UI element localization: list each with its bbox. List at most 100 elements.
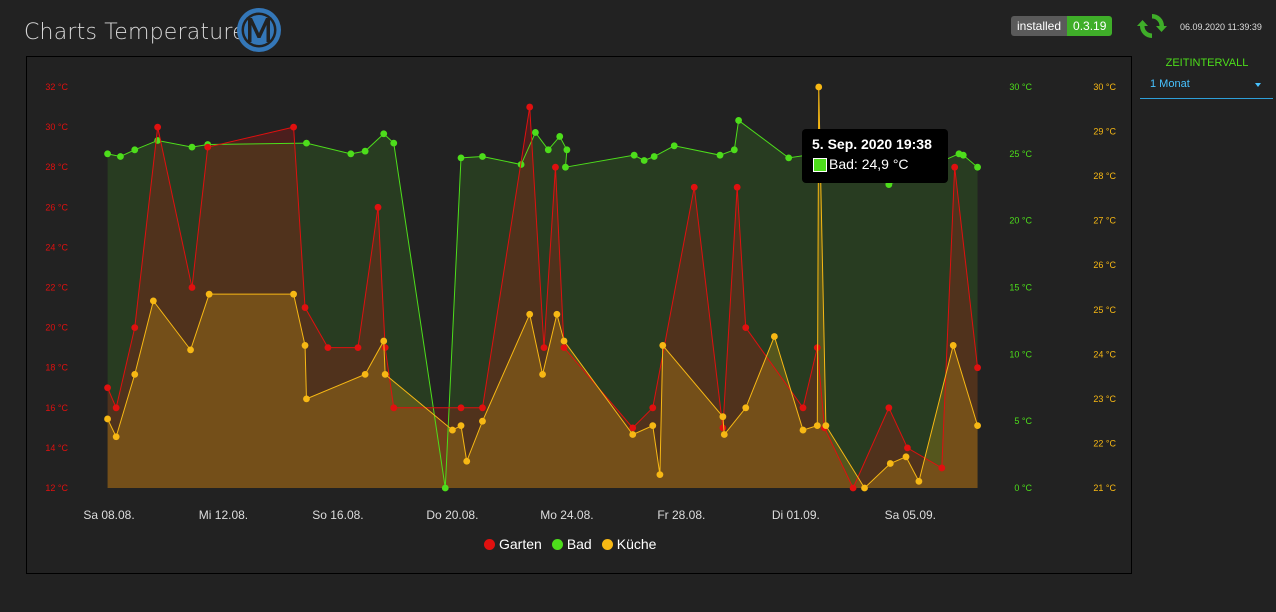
data-point-garten xyxy=(381,344,389,352)
tooltip-title: 5. Sep. 2020 19:38 xyxy=(812,136,932,152)
y-tick-label-kueche: 23 °C xyxy=(1093,394,1116,404)
data-point-garten xyxy=(479,404,486,412)
data-point-garten xyxy=(690,183,698,191)
y-tick-label-kueche: 28 °C xyxy=(1093,171,1116,181)
data-point-küche xyxy=(861,484,868,492)
y-tick-label-garten: 12 °C xyxy=(45,483,68,493)
data-point-garten xyxy=(390,404,398,412)
y-tick-label-garten: 16 °C xyxy=(45,403,68,413)
data-point-küche xyxy=(656,471,664,479)
chart-tooltip: 5. Sep. 2020 19:38 Bad: 24,9 °C xyxy=(802,129,948,183)
y-tick-label-garten: 20 °C xyxy=(45,323,68,333)
data-point-bad xyxy=(556,133,564,140)
legend-item-kueche[interactable]: Küche xyxy=(601,536,657,552)
x-tick-label: Di 01.09. xyxy=(772,508,820,522)
y-tick-label-garten: 14 °C xyxy=(45,443,68,453)
data-point-küche xyxy=(526,310,534,318)
data-point-küche xyxy=(303,395,310,403)
data-point-garten xyxy=(552,163,559,171)
y-tick-label-bad: 5 °C xyxy=(1014,416,1032,426)
y-tick-label-garten: 24 °C xyxy=(45,242,68,252)
data-point-küche xyxy=(886,460,894,467)
logo-icon xyxy=(237,8,281,52)
y-tick-label-kueche: 30 °C xyxy=(1093,82,1116,92)
y-tick-label-bad: 30 °C xyxy=(1009,82,1032,92)
data-point-bad xyxy=(441,484,449,492)
data-point-küche xyxy=(112,433,120,441)
legend-item-garten[interactable]: Garten xyxy=(484,536,542,552)
data-point-küche xyxy=(720,431,728,438)
data-point-bad xyxy=(104,150,111,158)
data-point-garten xyxy=(540,344,548,352)
data-point-bad xyxy=(544,146,552,154)
x-tick-label: Sa 08.08. xyxy=(83,508,134,522)
legend-bad-label: Bad xyxy=(566,536,592,552)
legend-kueche-label: Küche xyxy=(616,536,657,552)
data-point-garten xyxy=(629,424,637,432)
data-point-garten xyxy=(849,484,857,492)
data-point-küche xyxy=(649,422,657,430)
x-tick-label: Fr 28.08. xyxy=(657,508,705,522)
y-tick-label-garten: 30 °C xyxy=(45,122,68,132)
data-point-küche xyxy=(187,346,194,354)
y-tick-label-garten: 28 °C xyxy=(45,162,68,172)
data-point-bad xyxy=(630,151,638,159)
data-point-bad xyxy=(380,130,388,138)
data-point-bad xyxy=(479,153,486,160)
data-point-küche xyxy=(629,431,637,438)
data-point-bad xyxy=(390,139,398,147)
badge-value: 0.3.19 xyxy=(1067,16,1113,36)
data-point-küche xyxy=(815,83,823,91)
data-point-garten xyxy=(290,123,297,131)
y-tick-label-kueche: 29 °C xyxy=(1093,127,1116,137)
timestamp: 06.09.2020 11:39:39 xyxy=(1180,22,1262,32)
data-point-bad xyxy=(303,139,310,147)
data-point-bad xyxy=(188,143,196,151)
data-point-küche xyxy=(553,310,561,318)
data-point-garten xyxy=(188,284,196,291)
data-point-küche xyxy=(902,453,910,461)
refresh-icon[interactable] xyxy=(1136,10,1168,42)
zeitintervall-value: 1 Monat xyxy=(1150,78,1190,90)
data-point-garten xyxy=(649,404,657,412)
data-point-küche xyxy=(719,413,727,421)
data-point-garten xyxy=(799,404,807,412)
y-tick-label-kueche: 26 °C xyxy=(1093,260,1116,270)
data-point-garten xyxy=(733,183,741,191)
data-point-küche xyxy=(799,426,807,434)
data-point-garten xyxy=(204,143,212,151)
y-tick-label-kueche: 21 °C xyxy=(1093,483,1116,493)
legend-bad-dot xyxy=(551,538,563,550)
legend-item-bad[interactable]: Bad xyxy=(551,536,592,552)
chart-container: 12 °C 14 °C 16 °C 18 °C 20 °C 22 °C 24 °C 26 °C… xyxy=(26,56,1132,574)
data-point-garten xyxy=(154,123,162,131)
y-tick-label-garten: 22 °C xyxy=(45,283,68,293)
data-point-garten xyxy=(457,404,465,412)
area-bad xyxy=(107,120,978,489)
data-point-bad xyxy=(959,151,967,159)
data-point-küche xyxy=(463,457,471,465)
data-point-küche xyxy=(290,290,297,298)
zeitintervall-select[interactable]: 1 Monat xyxy=(1140,74,1273,99)
data-point-garten xyxy=(719,424,727,432)
area-garten xyxy=(107,107,978,489)
data-point-bad xyxy=(117,153,124,160)
data-point-bad xyxy=(347,150,355,158)
zeitintervall-label: ZEITINTERVALL xyxy=(1165,57,1249,69)
y-tick-label-bad: 20 °C xyxy=(1009,216,1032,226)
y-tick-label-kueche: 24 °C xyxy=(1093,349,1116,359)
data-point-küche xyxy=(915,477,923,485)
data-point-küche xyxy=(539,370,546,378)
data-point-küche xyxy=(301,342,309,349)
data-point-bad xyxy=(716,151,724,159)
y-tick-label-bad: 0 °C xyxy=(1014,483,1032,493)
data-point-bad xyxy=(457,154,465,162)
data-point-küche xyxy=(974,422,981,430)
data-point-garten xyxy=(904,444,911,452)
data-point-bad xyxy=(532,129,539,136)
data-point-küche xyxy=(949,342,957,349)
y-tick-label-bad: 25 °C xyxy=(1009,149,1032,159)
data-point-küche xyxy=(822,422,830,430)
x-tick-label: Mi 12.08. xyxy=(199,508,248,522)
data-point-bad xyxy=(730,146,738,154)
